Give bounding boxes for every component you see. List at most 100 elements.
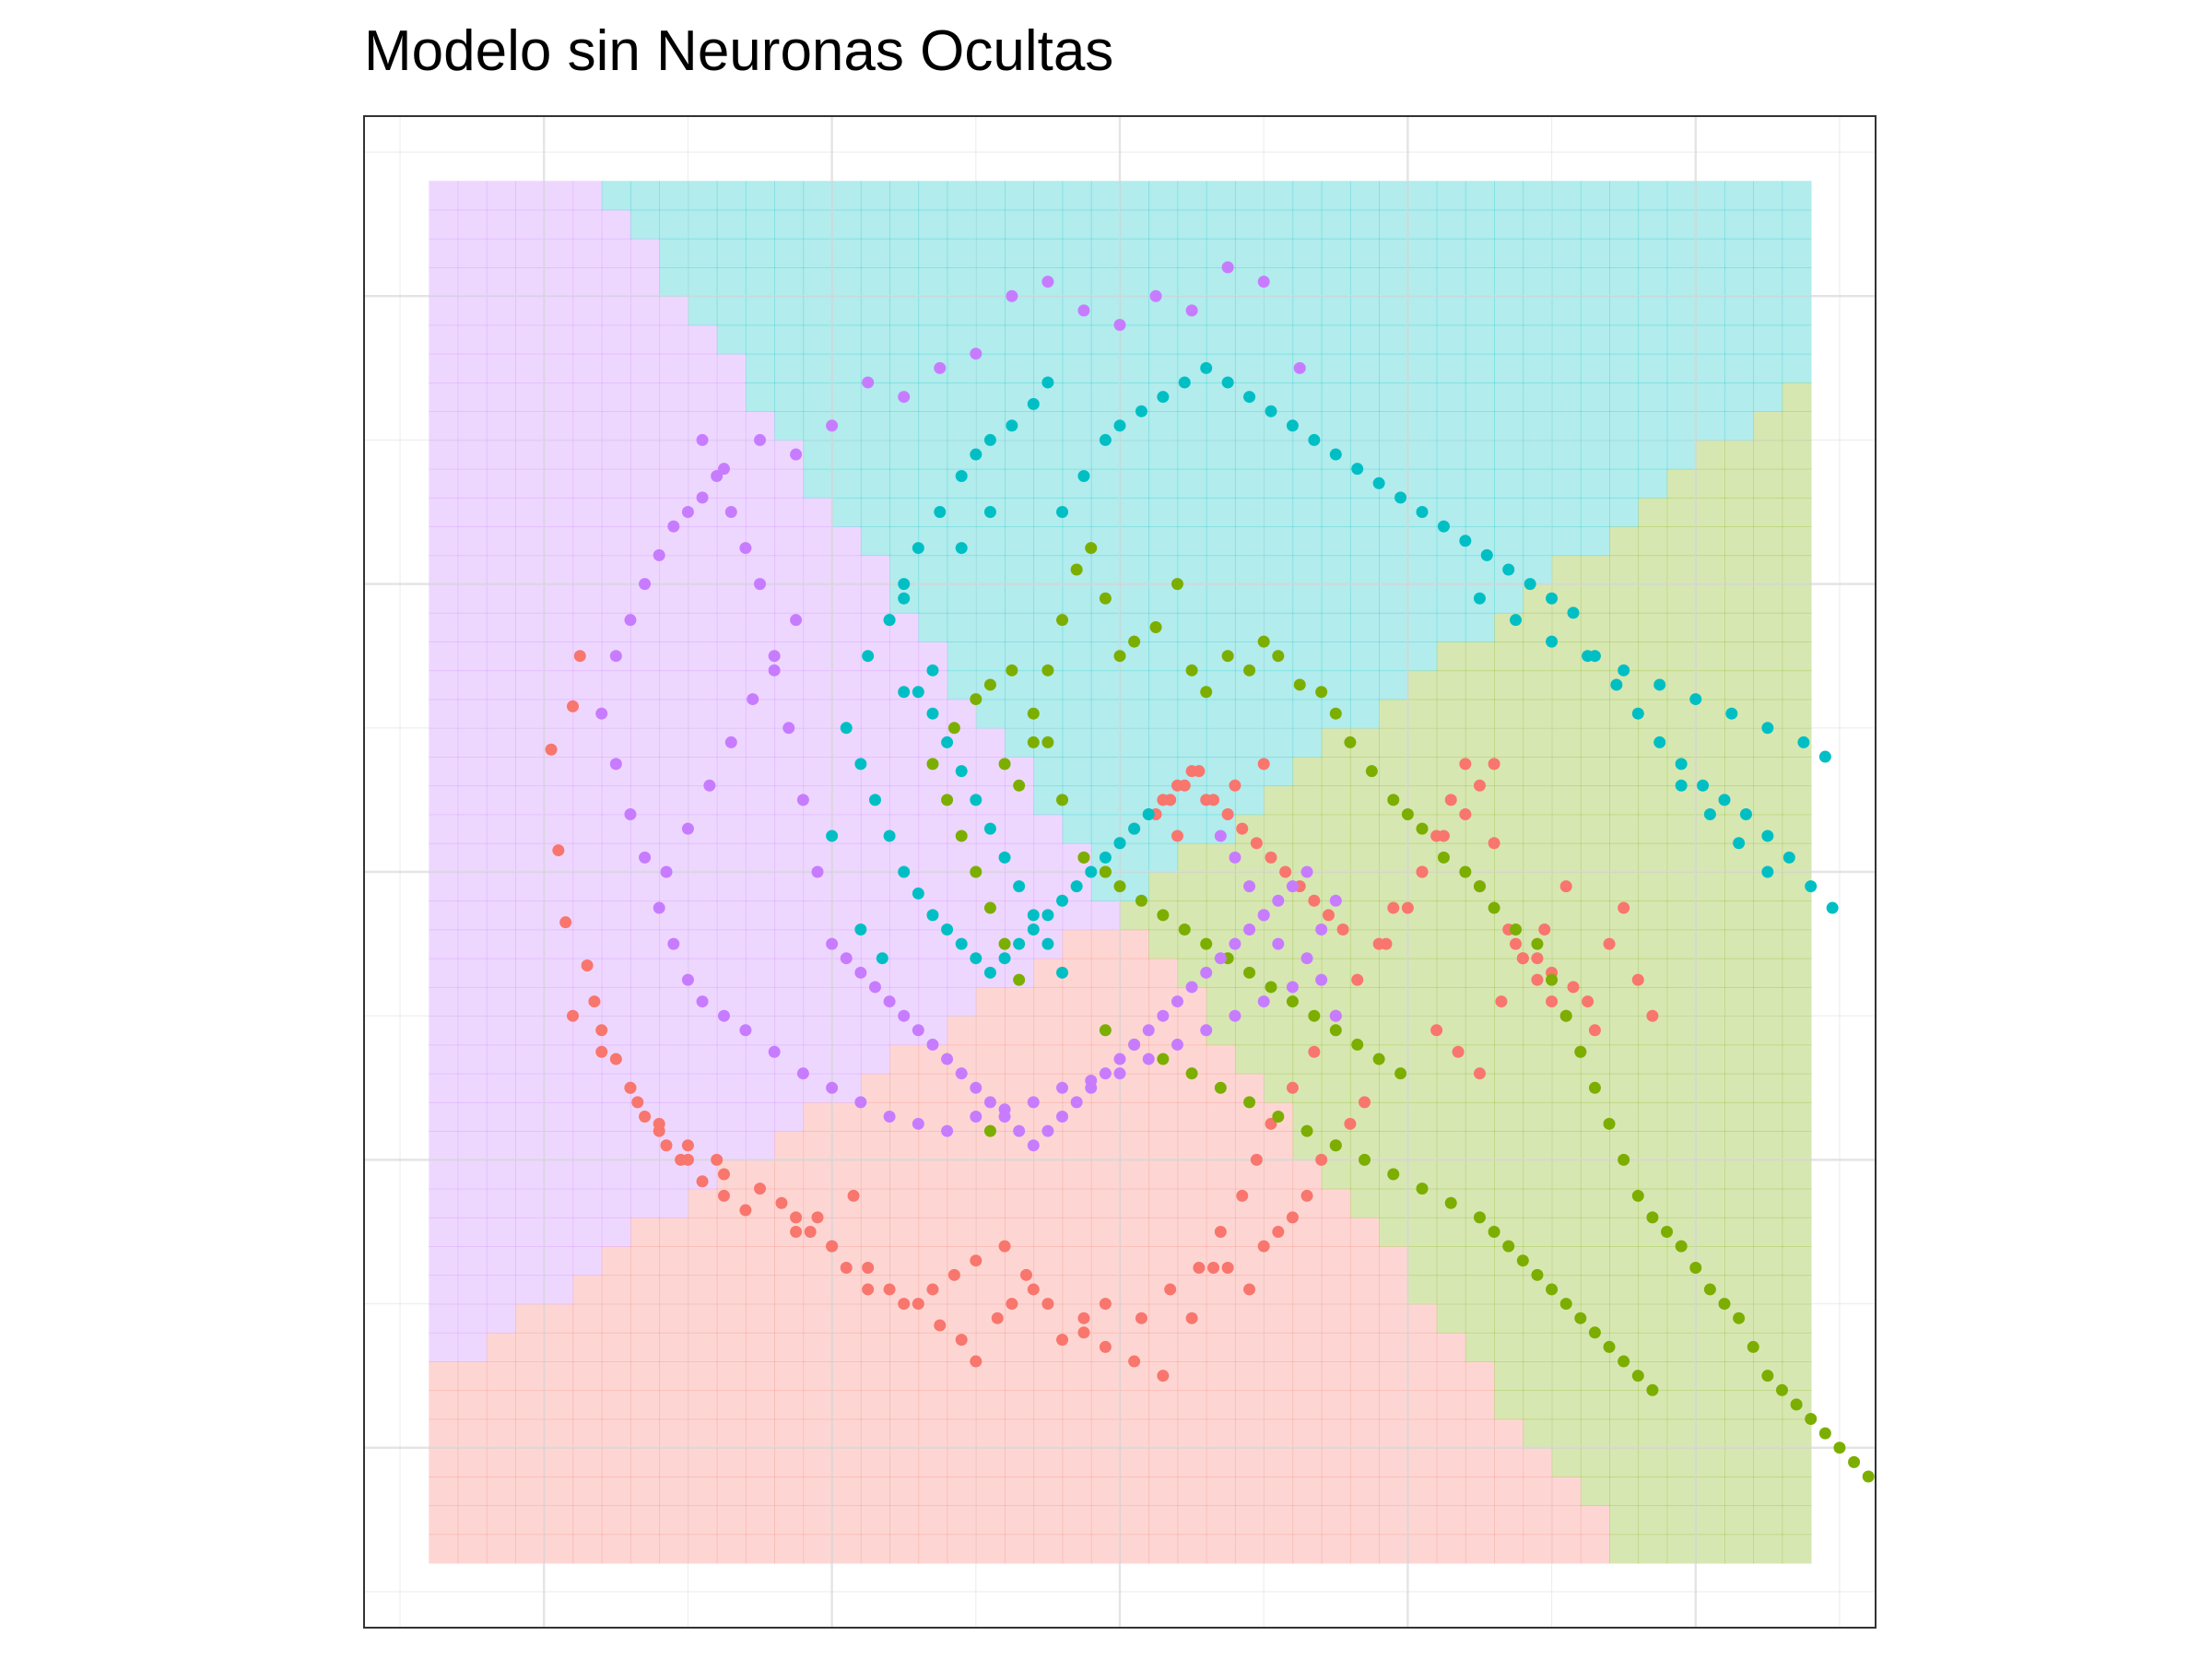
data-point-class-4: [667, 937, 680, 950]
region-tile: [1120, 1505, 1150, 1535]
region-tile: [889, 757, 920, 787]
region-tile: [1638, 411, 1668, 441]
region-tile: [1407, 986, 1438, 1017]
region-tile: [1666, 440, 1697, 470]
region-tile: [774, 1303, 805, 1334]
data-point-class-2: [1329, 1024, 1342, 1037]
region-tile: [1782, 1246, 1812, 1277]
region-tile: [831, 986, 862, 1017]
region-tile: [860, 296, 890, 326]
data-point-class-2: [1675, 1240, 1688, 1253]
region-tile: [918, 1447, 948, 1477]
region-tile: [601, 727, 631, 758]
data-point-class-1: [1459, 808, 1472, 821]
region-tile: [1609, 468, 1640, 499]
region-tile: [457, 1390, 488, 1420]
region-tile: [831, 641, 862, 672]
region-tile: [1638, 1044, 1668, 1075]
region-tile: [1494, 1418, 1524, 1449]
region-tile: [1580, 238, 1610, 268]
region-tile: [1666, 1418, 1697, 1449]
data-point-class-2: [1559, 1298, 1572, 1311]
data-point-class-2: [983, 1124, 996, 1137]
region-tile: [572, 727, 603, 758]
region-tile: [1724, 900, 1755, 931]
data-point-class-4: [595, 707, 608, 720]
region-tile: [629, 1361, 660, 1392]
data-point-class-3: [1113, 419, 1126, 432]
region-tile: [1206, 583, 1236, 614]
region-tile: [1292, 757, 1323, 787]
region-tile: [572, 1505, 603, 1535]
region-tile: [1349, 209, 1380, 240]
region-tile: [1005, 1505, 1035, 1535]
region-tile: [1695, 497, 1725, 527]
region-tile: [688, 641, 718, 672]
region-tile: [1753, 411, 1783, 441]
region-tile: [1321, 757, 1351, 787]
region-tile: [457, 1044, 488, 1075]
region-tile: [1638, 382, 1668, 412]
region-tile: [659, 641, 689, 672]
region-tile: [1666, 1332, 1697, 1362]
region-tile: [1782, 1188, 1812, 1218]
region-tile: [1782, 1101, 1812, 1132]
region-tile: [572, 929, 603, 959]
data-point-class-1: [1221, 1262, 1234, 1275]
region-tile: [1177, 1101, 1207, 1132]
data-point-class-4: [1272, 894, 1285, 907]
data-point-class-4: [1171, 995, 1183, 1008]
region-tile: [1551, 757, 1582, 787]
region-tile: [1120, 267, 1150, 298]
region-tile: [975, 1275, 1006, 1305]
region-tile: [1782, 526, 1812, 557]
region-tile: [1465, 1246, 1495, 1277]
region-tile: [1724, 757, 1755, 787]
region-tile: [1379, 555, 1409, 585]
region-tile: [1407, 1534, 1438, 1564]
region-tile: [1379, 1418, 1409, 1449]
region-tile: [1033, 181, 1064, 211]
region-tile: [975, 1332, 1006, 1362]
region-tile: [1062, 1159, 1092, 1190]
region-tile: [774, 900, 805, 931]
region-tile: [659, 1044, 689, 1075]
region-tile: [572, 440, 603, 470]
region-tile: [1321, 238, 1351, 268]
region-tile: [774, 1505, 805, 1535]
region-tile: [688, 900, 718, 931]
region-tile: [975, 526, 1006, 557]
data-point-class-2: [1488, 1225, 1500, 1238]
data-point-class-3: [1631, 707, 1644, 720]
data-points: [545, 261, 1875, 1483]
region-tile: [1580, 1534, 1610, 1564]
region-tile: [1033, 1390, 1064, 1420]
region-tile: [1465, 1505, 1495, 1535]
data-point-class-1: [1257, 758, 1270, 771]
region-tile: [1005, 1188, 1035, 1218]
region-tile: [1753, 1131, 1783, 1161]
region-tile: [831, 612, 862, 642]
region-tile: [1436, 872, 1466, 902]
data-point-class-1: [1157, 1370, 1170, 1382]
region-tile: [1638, 1418, 1668, 1449]
region-tile: [486, 1275, 516, 1305]
region-tile: [889, 785, 920, 816]
data-point-class-2: [1315, 686, 1328, 699]
region-tile: [1695, 181, 1725, 211]
region-tile: [1609, 1073, 1640, 1103]
region-tile: [1465, 1275, 1495, 1305]
data-point-class-1: [1077, 1326, 1090, 1339]
region-tile: [1321, 353, 1351, 383]
data-point-class-3: [1099, 851, 1112, 864]
region-tile: [1264, 1534, 1294, 1564]
region-tile: [1551, 353, 1582, 383]
data-point-class-3: [1099, 433, 1112, 446]
region-tile: [601, 353, 631, 383]
data-point-class-4: [1085, 1081, 1098, 1094]
region-tile: [1436, 1477, 1466, 1507]
data-point-class-3: [1041, 937, 1054, 950]
region-tile: [1264, 814, 1294, 844]
region-tile: [1321, 842, 1351, 873]
region-tile: [1494, 296, 1524, 326]
